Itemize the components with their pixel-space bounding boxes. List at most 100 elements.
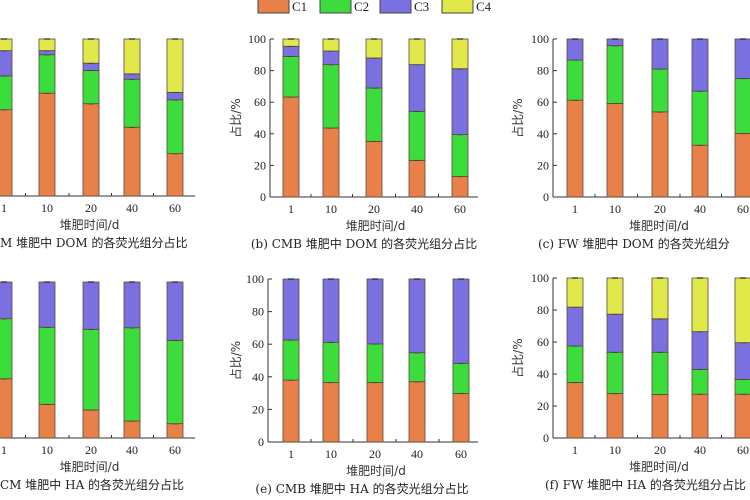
x-tick-label: 20 [85,201,97,215]
bar-segment-c3 [606,38,624,47]
bar-segment-c2 [166,99,184,155]
bar-segment-c3 [38,281,56,328]
bar-segment-c1 [651,111,669,198]
bar-segment-c2 [123,78,141,128]
bar-segment-c4 [282,38,300,47]
bar-segment-c1 [123,126,141,197]
chart-panel-6: 0 20 40 60 80 100 占比/% 1 10 20 40 60 堆肥时间/d (f) FW 堆肥… [510,271,750,492]
bar-segment-c3 [82,62,100,71]
bar-segment-c1 [452,393,470,443]
x-tick-label: 40 [694,443,706,457]
bar-segment-c3 [651,318,669,353]
chart-panel-1: 1 10 20 40 60 堆肥时间/d M 堆肥中 DOM 的各荧光组分占比 [0,38,195,250]
bar-segment-c1 [322,127,340,198]
bar-segment-c4 [606,277,624,315]
y-tick-label: 100 [531,271,549,285]
x-tick-label: 20 [368,202,380,216]
y-tick-label: 40 [254,127,266,141]
bar-segment-c2 [651,351,669,395]
x-tick-label: 40 [411,202,423,216]
legend-swatch-c1 [257,0,290,14]
x-tick-label: 20 [654,443,666,457]
bar-segment-c4 [322,38,340,52]
bar-segment-c1 [0,378,13,439]
bar-segment-c3 [451,68,469,135]
bar-segment-c3 [282,45,300,57]
x-tick-label: 60 [169,201,181,215]
bar-segment-c1 [38,92,56,197]
bar-segment-c3 [365,57,383,89]
x-tick-label: 10 [325,447,337,461]
x-tick-label: 10 [609,202,621,216]
bar-segment-c3 [452,278,470,364]
chart-caption: (c) FW 堆肥中 DOM 的各荧光组分 [538,236,730,251]
y-tick-label: 80 [252,305,264,319]
bar-segment-c2 [366,343,384,383]
bar-segment-c1 [0,109,13,197]
y-tick-label: 80 [537,64,549,78]
x-tick-label: 1 [288,202,294,216]
bar-segment-c1 [366,382,384,443]
bar-segment-c2 [408,110,426,161]
x-tick-label: 40 [694,202,706,216]
y-tick-label: 60 [537,95,549,109]
bar-segment-c1 [691,393,709,439]
y-axis-label: 占比/% [510,338,525,377]
bar-segment-c1 [82,103,100,197]
y-tick-label: 100 [246,272,264,286]
bar-segment-c3 [166,281,184,341]
x-axis-label: 堆肥时间/d [60,460,120,474]
y-tick-label: 60 [537,335,549,349]
x-axis-label: 堆肥时间/d [60,218,120,232]
bar-segment-c4 [0,38,13,52]
bar-segment-c2 [408,352,426,383]
bar-segment-c4 [734,277,750,344]
bar-segment-c1 [691,144,709,198]
bar-segment-c2 [82,328,100,411]
bar-segment-c3 [0,281,13,320]
bar-segment-c1 [282,379,300,443]
legend-label-c3: C3 [414,0,429,14]
x-tick-label: 10 [41,201,53,215]
y-tick-label: 20 [252,402,264,416]
bar-segment-c1 [408,381,426,443]
bar-segment-c4 [566,277,584,308]
bar-segment-c3 [566,38,584,61]
y-tick-label: 100 [531,32,549,46]
legend-label-c4: C4 [476,0,492,14]
x-tick-label: 20 [654,202,666,216]
bar-segment-c3 [408,278,426,354]
x-tick-label: 60 [169,443,181,457]
legend-label-c1: C1 [292,0,307,14]
x-tick-label: 10 [609,443,621,457]
bar-segment-c4 [651,277,669,320]
bar-segment-c4 [451,38,469,70]
bar-segment-c2 [82,70,100,105]
bar-segment-c1 [651,394,669,439]
x-tick-label: 60 [454,202,466,216]
bar-segment-c1 [566,382,584,439]
bar-segment-c4 [365,38,383,59]
x-axis-label: 堆肥时间/d [346,464,406,478]
bar-segment-c2 [322,64,340,129]
bar-segment-c2 [691,90,709,146]
y-tick-label: 40 [537,127,549,141]
x-tick-label: 20 [369,447,381,461]
bar-segment-c3 [123,281,141,329]
x-tick-label: 1 [572,443,578,457]
bar-segment-c3 [123,73,141,80]
bar-segment-c1 [322,382,340,443]
y-tick-label: 60 [254,95,266,109]
y-tick-label: 40 [537,367,549,381]
chart-panel-5: 0 20 40 60 80 100 占比/% 1 10 20 40 60 堆肥时间/d (e) CMB 堆… [228,272,478,496]
bar-segment-c1 [566,99,584,198]
bar-segment-c2 [452,362,470,394]
bar-segment-c2 [0,75,13,111]
bar-segment-c4 [123,38,141,75]
chart-panel-2: 0 20 40 60 80 100 占比/% 1 10 20 40 60 堆肥时间/d (b) CMB 堆… [228,32,478,251]
x-tick-label: 1 [288,447,294,461]
bar-segment-c4 [82,38,100,64]
y-tick-label: 20 [537,158,549,172]
bar-segment-c3 [691,38,709,92]
